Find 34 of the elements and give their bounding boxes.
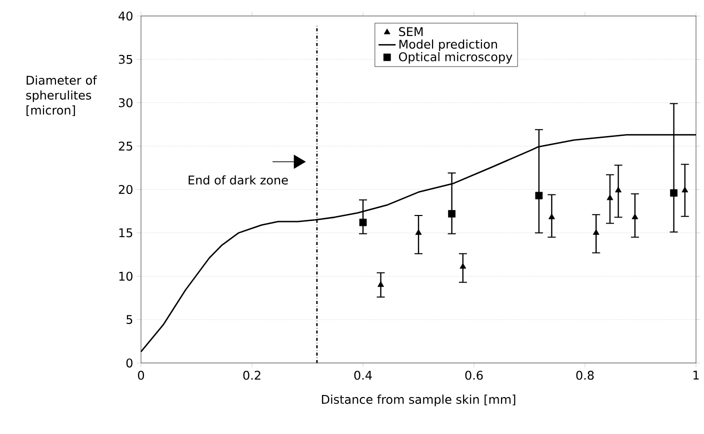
y-tick-label: 10 <box>119 272 132 281</box>
point <box>606 194 614 200</box>
legend-label: Model prediction <box>399 39 497 52</box>
point <box>615 186 622 192</box>
point <box>682 186 688 192</box>
y-tick-label: 20 <box>118 184 132 194</box>
point <box>535 192 543 200</box>
point <box>670 189 678 197</box>
y-tick-label: 25 <box>118 142 132 151</box>
x-tick-label: 0.4 <box>354 370 372 380</box>
y-tick-label: 5 <box>126 315 132 324</box>
x-tick-label: 0.8 <box>576 370 594 380</box>
x-tick-label: 1 <box>694 370 699 380</box>
x-axis-title: Distance from sample skin [mm] <box>322 394 516 406</box>
point <box>632 214 638 220</box>
point <box>359 218 367 226</box>
y-tick-label: 30 <box>118 98 132 108</box>
ref-line-label: End of dark zone <box>188 175 288 185</box>
x-tick-label: 0 <box>138 370 144 380</box>
point <box>592 229 600 235</box>
y-tick-label: 15 <box>119 228 132 238</box>
y-tick-label: 40 <box>118 11 132 21</box>
point <box>448 210 456 218</box>
point <box>548 214 555 220</box>
legend-label: Optical microscopy <box>398 52 512 64</box>
legend-label: SEM <box>399 27 423 36</box>
y-tick-label: 0 <box>126 358 132 368</box>
point <box>415 229 422 235</box>
y-tick-label: 35 <box>118 54 132 64</box>
point <box>378 281 384 287</box>
y-axis-title: Diameter of spherulites [micron] <box>26 76 98 116</box>
point <box>460 262 466 269</box>
x-tick-label: 0.2 <box>243 370 260 380</box>
x-tick-label: 0.6 <box>465 370 483 380</box>
